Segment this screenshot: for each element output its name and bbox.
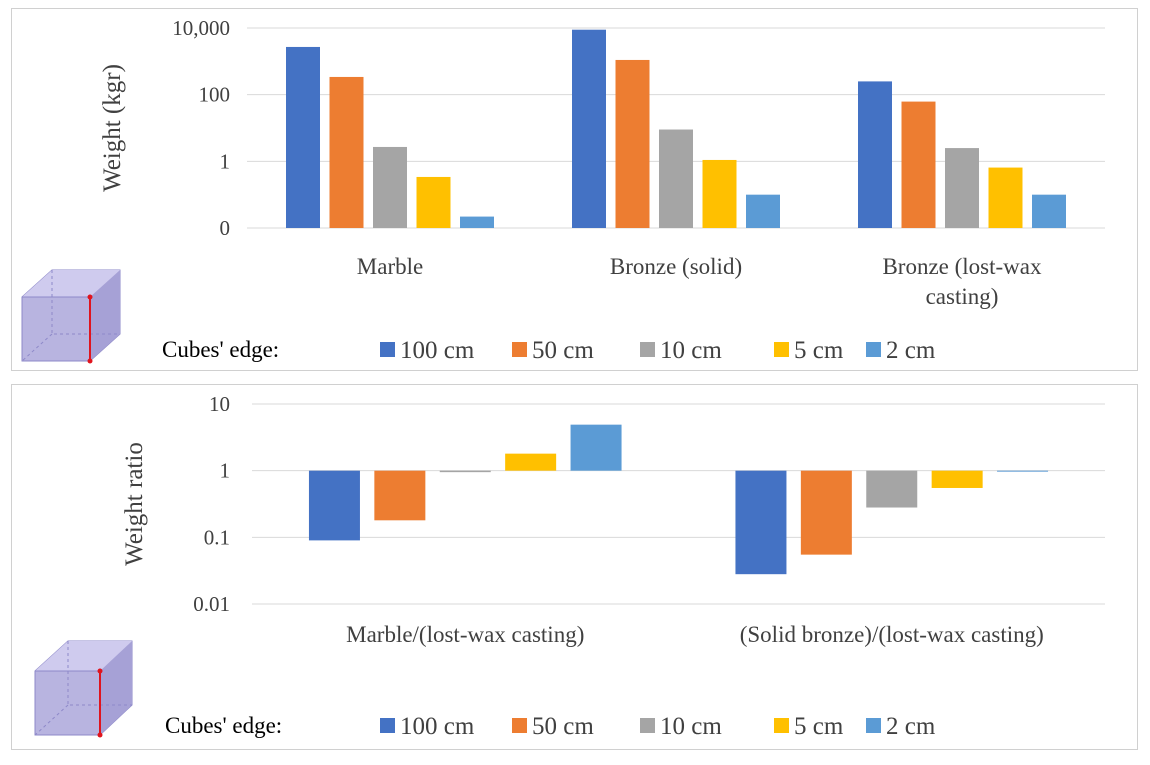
y-tick-label: 0.1 (204, 525, 230, 549)
category-label-line: Bronze (lost-wax (882, 254, 1042, 279)
category-label-line: (Solid bronze)/(lost-wax casting) (740, 622, 1044, 647)
legend-swatch-10cm (640, 342, 655, 357)
legend-swatch-50cm (512, 718, 527, 733)
bar-100cm-1 (308, 470, 360, 541)
legend-swatch-5cm (774, 718, 789, 733)
weight-chart-panel: 0 1 100 10,000 Weight (kgr) Marble Bronze (sol… (11, 8, 1138, 371)
legend-label: 2 cm (886, 713, 936, 740)
legend-label: 100 cm (400, 713, 475, 740)
bar-100cm-1 (286, 46, 320, 228)
bar-2cm-1 (570, 424, 622, 471)
bar-10cm-1 (439, 470, 491, 473)
legend-label: 5 cm (794, 713, 844, 740)
legend-swatch-10cm (640, 718, 655, 733)
bar-2cm-2 (746, 194, 780, 228)
bar-5cm-1 (416, 176, 451, 228)
bar-2cm-2 (997, 470, 1049, 472)
legend-swatch-50cm (512, 342, 527, 357)
bar-10cm-2 (866, 470, 918, 508)
bar-5cm-1 (505, 453, 557, 471)
y-tick-label: 1 (220, 149, 231, 173)
ratio-chart: 0.01 0.1 1 10 Weight ratio Marble/(lost-wax c… (34, 392, 1105, 740)
category-label: Marble (357, 254, 423, 279)
bar-50cm-1 (329, 76, 364, 228)
legend-swatch-2cm (866, 342, 881, 357)
legend-title: Cubes' edge: (165, 713, 282, 738)
bar-50cm-2 (800, 470, 852, 555)
y-tick-label: 1 (220, 459, 231, 483)
bar-50cm-2 (615, 59, 650, 228)
category-label: Bronze (lost-wax casting) (882, 254, 1042, 309)
legend-swatch-5cm (774, 342, 789, 357)
cube-illustration (21, 269, 121, 364)
category-label: Bronze (solid) (610, 254, 742, 279)
y-axis-label: Weight (kgr) (99, 64, 126, 192)
legend-label: 2 cm (886, 337, 936, 364)
bar-100cm-2 (572, 29, 606, 229)
bar-50cm-1 (374, 470, 426, 521)
bar-100cm-3 (858, 81, 892, 228)
weight-chart: 0 1 100 10,000 Weight (kgr) Marble Bronze (sol… (21, 16, 1105, 364)
category-label-line: Marble/(lost-wax casting) (346, 622, 584, 647)
bar-100cm-2 (735, 470, 787, 575)
bar-10cm-3 (945, 148, 979, 228)
bar-2cm-1 (460, 216, 494, 228)
y-tick-label: 100 (199, 83, 231, 107)
legend-swatch-100cm (380, 342, 395, 357)
legend-label: 10 cm (660, 337, 722, 364)
bar-5cm-2 (931, 470, 983, 488)
y-tick-label: 0.01 (193, 592, 230, 616)
bar-10cm-2 (659, 129, 693, 228)
y-tick-label: 0 (220, 216, 231, 240)
category-label-line: Marble (357, 254, 423, 279)
ratio-chart-panel: 0.01 0.1 1 10 Weight ratio Marble/(lost-wax c… (11, 384, 1138, 750)
legend-swatch-2cm (866, 718, 881, 733)
bar-2cm-3 (1032, 194, 1066, 228)
category-label-line: Bronze (solid) (610, 254, 742, 279)
y-axis-label: Weight ratio (121, 442, 148, 566)
legend-label: 100 cm (400, 337, 475, 364)
category-label: (Solid bronze)/(lost-wax casting) (740, 622, 1044, 647)
legend-label: 5 cm (794, 337, 844, 364)
category-label: Marble/(lost-wax casting) (346, 622, 584, 647)
bar-50cm-3 (901, 101, 936, 228)
bar-10cm-1 (373, 146, 407, 228)
legend-label: 10 cm (660, 713, 722, 740)
legend-label: 50 cm (532, 713, 594, 740)
bar-5cm-2 (702, 159, 737, 228)
legend-label: 50 cm (532, 337, 594, 364)
bar-5cm-3 (988, 167, 1023, 228)
y-tick-label: 10,000 (172, 16, 230, 40)
category-label-line: casting) (926, 284, 999, 309)
y-tick-label: 10 (209, 392, 230, 416)
cube-illustration (34, 640, 133, 738)
legend-swatch-100cm (380, 718, 395, 733)
legend-title: Cubes' edge: (162, 337, 279, 362)
